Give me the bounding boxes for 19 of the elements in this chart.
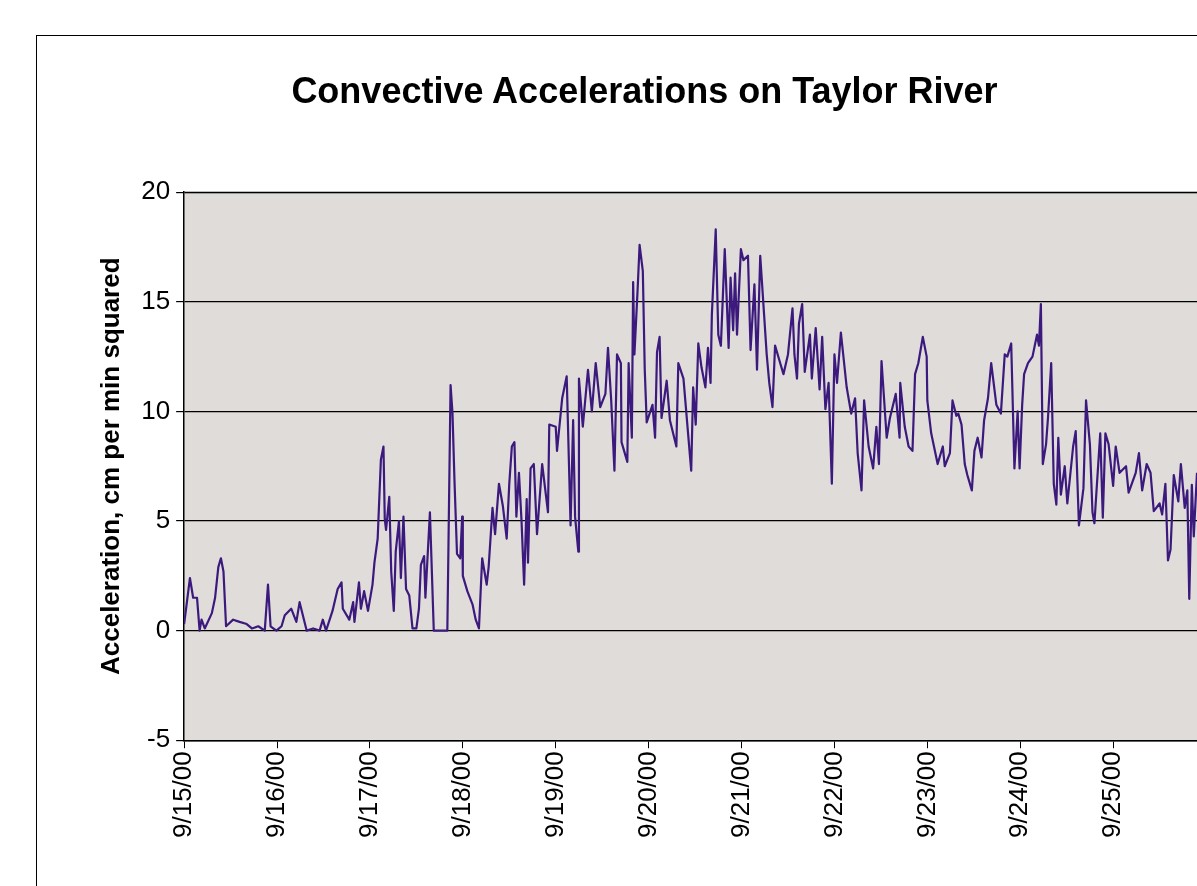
x-tick-label: 9/25/00 xyxy=(1096,751,1127,838)
x-tick-label: 9/18/00 xyxy=(446,751,476,838)
x-tick-label: 9/19/00 xyxy=(538,751,569,838)
y-tick-label: 15 xyxy=(141,284,171,315)
y-tick-label: 0 xyxy=(155,613,171,644)
y-tick-label: 10 xyxy=(141,394,171,425)
x-tick-label: 9/21/00 xyxy=(724,751,755,838)
y-tick-label: -5 xyxy=(146,723,171,754)
x-tick-label: 9/24/00 xyxy=(1003,751,1034,838)
x-tick-label: 9/22/00 xyxy=(817,751,848,838)
x-tick-label: 9/16/00 xyxy=(260,751,291,838)
y-axis-title: Acceleration, cm per min squared xyxy=(94,257,125,676)
x-tick-label: 9/20/00 xyxy=(631,751,662,838)
x-tick-label: 9/17/00 xyxy=(353,751,384,838)
x-tick-label: 9/23/00 xyxy=(910,751,941,838)
chart-title: Convective Accelerations on Taylor River xyxy=(291,69,998,111)
y-tick-label: 5 xyxy=(155,504,171,535)
y-tick-label: 20 xyxy=(141,175,171,206)
x-tick-label: 9/15/00 xyxy=(167,751,198,838)
